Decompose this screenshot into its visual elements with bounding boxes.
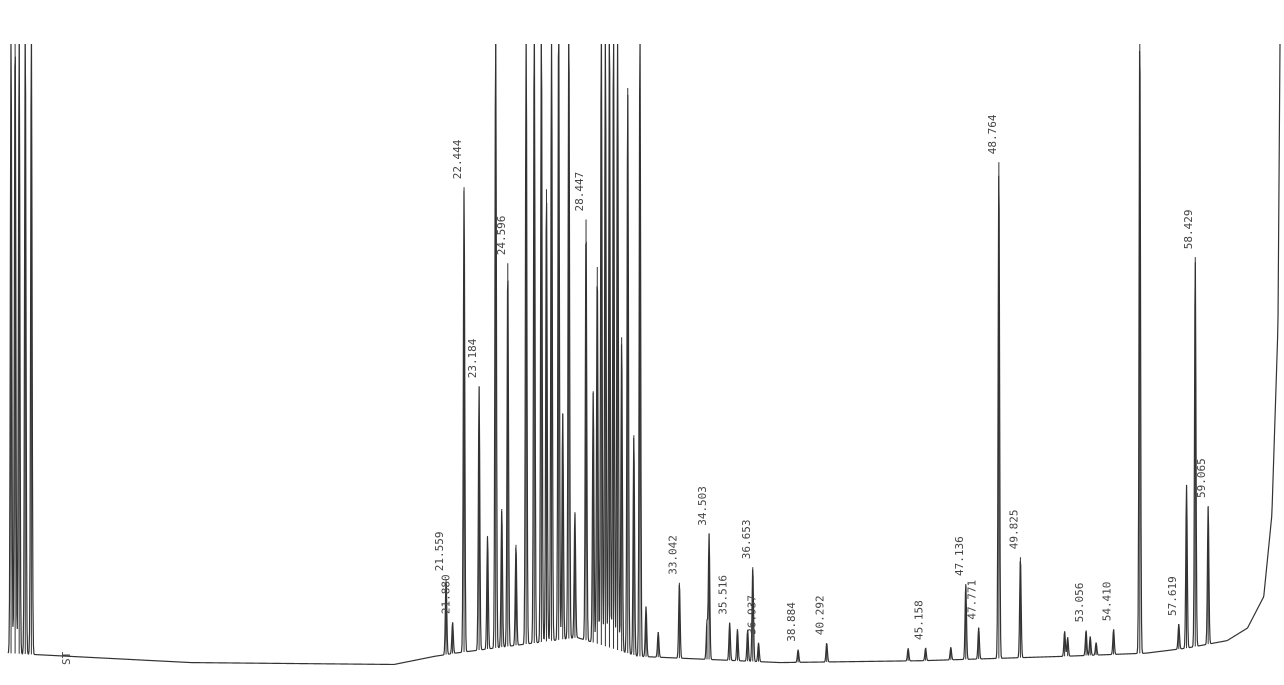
peak-label: 36.937: [746, 595, 759, 635]
peak-label: 35.516: [717, 575, 730, 615]
peak-label: 54.410: [1101, 582, 1114, 622]
peak-label: 38.884: [785, 602, 798, 642]
peak-label-layer: 21.559 21.880 22.444 23.184 24.596 28.447 33.0…: [433, 114, 1208, 642]
peak-label: 28.447: [573, 172, 586, 212]
peak-label: 36.653: [740, 519, 753, 559]
peak-label: 21.880: [440, 574, 453, 614]
peak-label: 22.444: [451, 139, 464, 179]
peak-label: 40.292: [814, 595, 827, 635]
peak-label: 23.184: [466, 338, 479, 378]
chromatogram-trace: [7, 43, 1281, 666]
peak-label: 47.771: [966, 580, 979, 620]
peak-label: 58.429: [1182, 209, 1195, 249]
plot-area: [7, 43, 1281, 666]
peak-label: 47.136: [953, 536, 966, 576]
peak-label: 49.825: [1007, 509, 1020, 549]
peak-label: 24.596: [495, 216, 508, 256]
peak-label: 21.559: [433, 531, 446, 571]
start-marker-label: ST: [60, 651, 73, 665]
peak-label: 48.764: [986, 114, 999, 154]
peak-label: 53.056: [1073, 583, 1086, 623]
peak-label: 33.042: [666, 535, 679, 575]
peak-label: 34.503: [696, 486, 709, 526]
peak-label: 45.158: [913, 600, 926, 640]
peak-label: 57.619: [1166, 576, 1179, 616]
peak-label: 59.065: [1195, 458, 1208, 498]
